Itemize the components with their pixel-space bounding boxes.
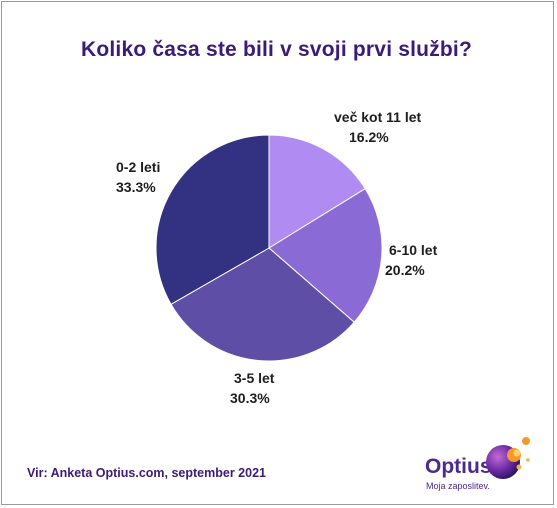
brand-tagline: Moja zaposlitev. [426,481,490,491]
slice-label-text: 0-2 leti [116,159,161,175]
pie-slice-2 [170,247,355,362]
slice-label-0-2-leti: 0-2 leti 33.3% [116,157,160,197]
slice-label-text: 3-5 let [234,370,275,386]
slice-value: 20.2% [385,262,425,278]
brand-name: Optius [425,455,492,478]
slice-value: 33.3% [116,179,156,195]
optius-logo-icon [486,437,530,479]
pie-slice-3 [155,134,270,305]
chart-title: Koliko časa ste bili v svoji prvi službi… [81,38,472,61]
slice-label-text: 6-10 let [389,242,438,258]
slice-label-6-10-let: 6-10 let 20.2% [385,240,438,280]
source-note: Vir: Anketa Optius.com, september 2021 [27,466,266,480]
slice-label-vec-kot-11-let: več kot 11 let 16.2% [334,107,421,147]
pie-slice-1 [268,187,383,323]
slice-value: 16.2% [349,129,389,145]
slice-label-text: več kot 11 let [334,109,422,125]
slice-value: 30.3% [230,390,270,406]
slice-label-3-5-let: 3-5 let 30.3% [230,368,275,408]
pie-slice-0 [268,134,366,249]
